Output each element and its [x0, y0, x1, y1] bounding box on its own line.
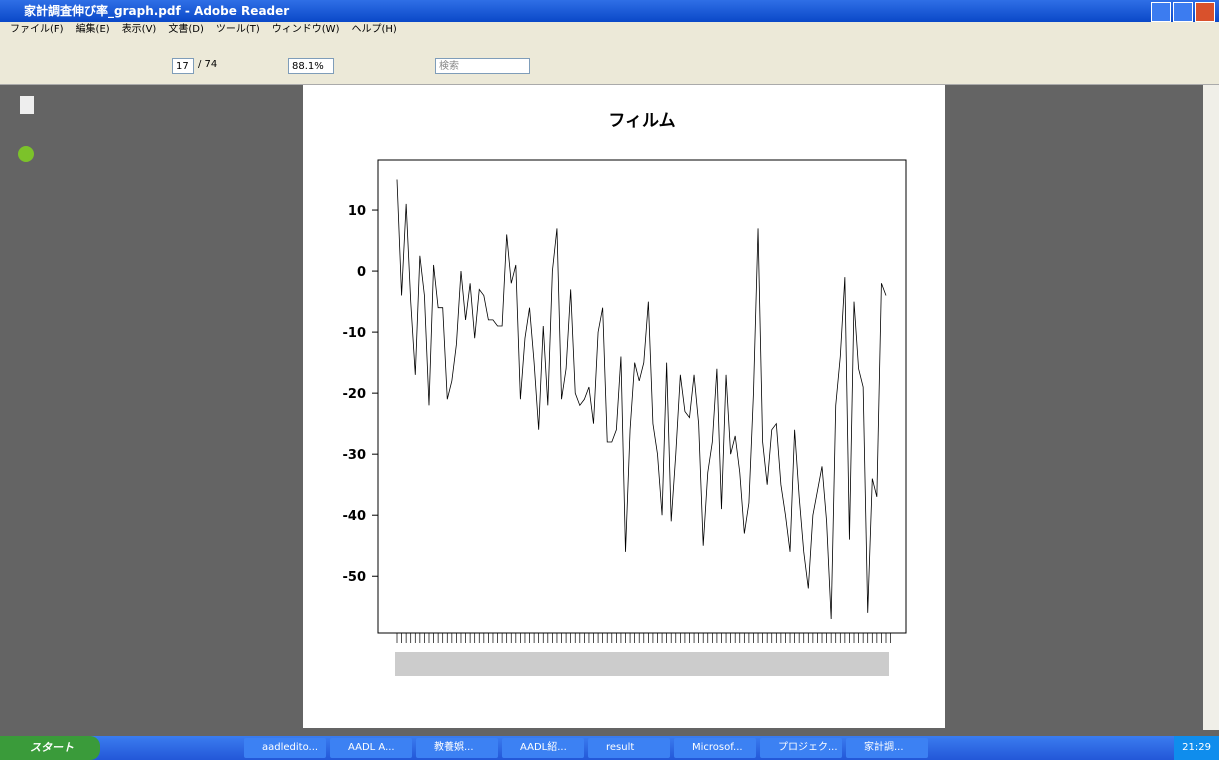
task-button[interactable]: プロジェク... — [760, 738, 842, 758]
task-button[interactable]: 教養娯... — [416, 738, 498, 758]
task-button[interactable]: 家計調... — [846, 738, 928, 758]
y-tick-label: -50 — [343, 570, 367, 585]
task-button[interactable]: Microsof... — [674, 738, 756, 758]
document-view: フィルム 10 0 -10 -20 -30 -40 -50 — [0, 0, 1219, 760]
task-button[interactable]: aadledito... — [244, 738, 326, 758]
y-tick-label: -10 — [343, 326, 367, 341]
task-button[interactable]: result — [588, 738, 670, 758]
y-tick-label: 10 — [348, 204, 366, 219]
task-button[interactable]: AADL紹... — [502, 738, 584, 758]
y-tick-label: -30 — [343, 448, 367, 463]
task-button[interactable]: AADL A... — [330, 738, 412, 758]
pdf-page — [303, 85, 945, 728]
start-button[interactable]: スタート — [0, 736, 100, 760]
chart-title: フィルム — [608, 111, 675, 131]
y-tick-label: 0 — [357, 265, 366, 280]
y-tick-label: -40 — [343, 509, 367, 524]
screen: 家計調査伸び率_graph.pdf - Adobe Reader ファイル(F)… — [0, 0, 1219, 760]
illegible-x-labels — [395, 652, 889, 676]
y-tick-label: -20 — [343, 387, 367, 402]
taskbar: スタート aadledito...AADL A...教養娯...AADL紹...… — [0, 736, 1219, 760]
clock: 21:29 — [1174, 736, 1219, 760]
